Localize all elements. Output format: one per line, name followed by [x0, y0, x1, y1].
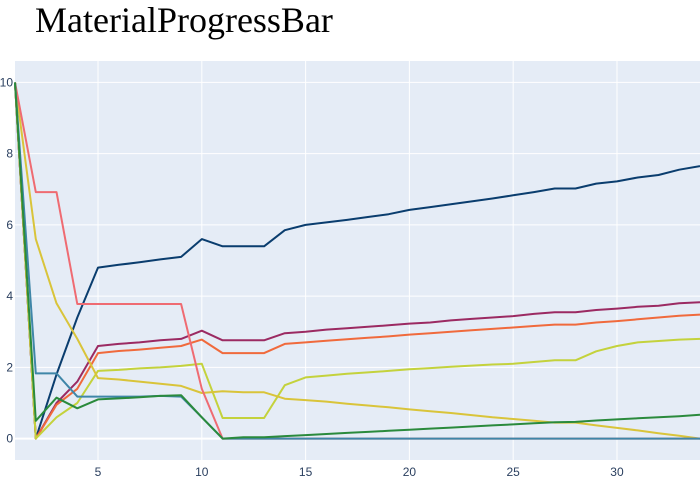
- series-line-1: [14, 82, 700, 440]
- x-tick-label: 20: [403, 465, 417, 479]
- x-tick-label: 25: [507, 465, 521, 479]
- y-tick-label: 8: [6, 147, 13, 161]
- x-tick-label: 15: [299, 465, 313, 479]
- y-tick-label: 4: [6, 289, 13, 303]
- y-tick-label: 0: [6, 432, 13, 446]
- y-tick-label: 6: [6, 218, 13, 232]
- series-line-3: [14, 82, 700, 440]
- x-tick-label: 10: [195, 465, 209, 479]
- plot-background: [15, 61, 700, 460]
- y-tick-label: 10: [0, 75, 13, 89]
- x-tick-label: 30: [610, 465, 624, 479]
- tick-labels: 5 10 15 20 25 30 0 2 4 6 8 10: [0, 75, 624, 479]
- series-line-4: [14, 82, 700, 440]
- series-line-5: [14, 82, 700, 440]
- series-layer: [14, 82, 700, 440]
- y-tick-label: 2: [6, 360, 13, 374]
- x-tick-label: 5: [95, 465, 102, 479]
- series-line-8: [14, 82, 700, 440]
- series-line-2: [14, 82, 700, 440]
- page-title: MaterialProgressBar: [35, 0, 333, 40]
- series-line-7: [14, 82, 700, 440]
